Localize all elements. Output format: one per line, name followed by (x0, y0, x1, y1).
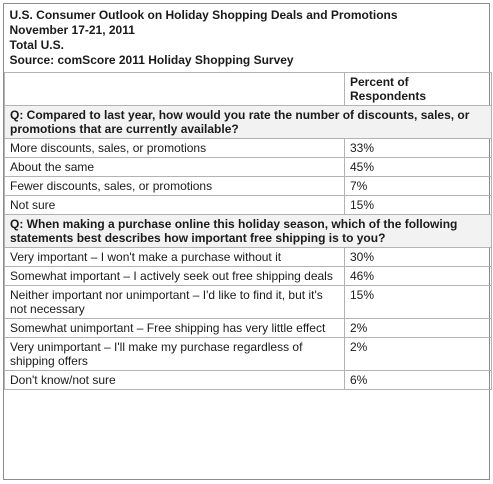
answer-value: 15% (344, 195, 492, 215)
answer-label: Fewer discounts, sales, or promotions (4, 176, 345, 196)
answer-label: More discounts, sales, or promotions (4, 138, 345, 158)
table-row: Very important – I won't make a purchase… (4, 247, 492, 267)
answer-value: 45% (344, 157, 492, 177)
answer-label: Don't know/not sure (4, 370, 345, 390)
question-2: Q: When making a purchase online this ho… (4, 214, 492, 248)
survey-table-container: U.S. Consumer Outlook on Holiday Shoppin… (3, 3, 492, 480)
question-row-1: Q: Compared to last year, how would you … (4, 105, 492, 139)
answer-label: Very unimportant – I'll make my purchase… (4, 337, 345, 371)
survey-table: U.S. Consumer Outlook on Holiday Shoppin… (4, 4, 492, 390)
table-row: Neither important nor unimportant – I'd … (4, 285, 492, 319)
answer-value: 2% (344, 337, 492, 371)
question-1: Q: Compared to last year, how would you … (4, 105, 492, 139)
answer-value: 15% (344, 285, 492, 319)
table-row: Fewer discounts, sales, or promotions 7% (4, 176, 492, 196)
table-title: U.S. Consumer Outlook on Holiday Shoppin… (9, 8, 398, 22)
survey-scope: Total U.S. (9, 38, 64, 52)
table-row: More discounts, sales, or promotions 33% (4, 138, 492, 158)
column-header-percent: Percent of Respondents (344, 72, 492, 106)
column-header-empty (4, 72, 345, 106)
table-row: Don't know/not sure 6% (4, 370, 492, 390)
answer-value: 2% (344, 318, 492, 338)
answer-value: 7% (344, 176, 492, 196)
answer-label: Somewhat unimportant – Free shipping has… (4, 318, 345, 338)
answer-value: 6% (344, 370, 492, 390)
column-header-row: Percent of Respondents (4, 72, 492, 106)
answer-value: 30% (344, 247, 492, 267)
table-row: Somewhat unimportant – Free shipping has… (4, 318, 492, 338)
survey-source: Source: comScore 2011 Holiday Shopping S… (9, 53, 294, 67)
table-row: Not sure 15% (4, 195, 492, 215)
answer-label: Somewhat important – I actively seek out… (4, 266, 345, 286)
answer-value: 33% (344, 138, 492, 158)
table-row: Somewhat important – I actively seek out… (4, 266, 492, 286)
survey-dates: November 17-21, 2011 (9, 23, 135, 37)
table-header-block: U.S. Consumer Outlook on Holiday Shoppin… (4, 4, 492, 73)
answer-label: Very important – I won't make a purchase… (4, 247, 345, 267)
answer-label: About the same (4, 157, 345, 177)
table-row: About the same 45% (4, 157, 492, 177)
answer-label: Neither important nor unimportant – I'd … (4, 285, 345, 319)
table-row: Very unimportant – I'll make my purchase… (4, 337, 492, 371)
question-row-2: Q: When making a purchase online this ho… (4, 214, 492, 248)
answer-value: 46% (344, 266, 492, 286)
answer-label: Not sure (4, 195, 345, 215)
table-caption: U.S. Consumer Outlook on Holiday Shoppin… (4, 4, 492, 73)
